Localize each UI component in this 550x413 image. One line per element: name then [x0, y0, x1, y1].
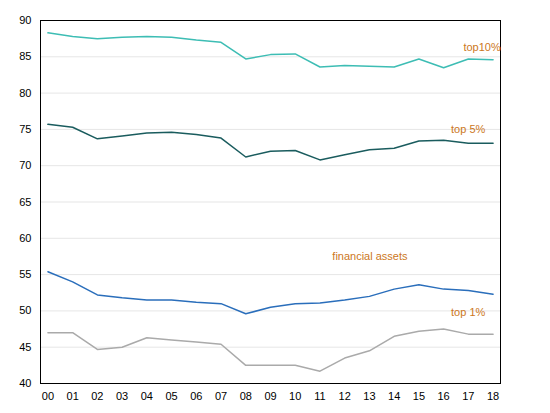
svg-text:02: 02 — [91, 390, 103, 402]
svg-text:financial assets: financial assets — [332, 250, 408, 262]
svg-text:40: 40 — [19, 377, 31, 389]
svg-text:09: 09 — [264, 390, 276, 402]
svg-text:top 1%: top 1% — [451, 306, 485, 318]
svg-text:45: 45 — [19, 341, 31, 353]
svg-text:01: 01 — [67, 390, 79, 402]
svg-text:15: 15 — [413, 390, 425, 402]
svg-text:90: 90 — [19, 14, 31, 26]
svg-text:60: 60 — [19, 232, 31, 244]
svg-text:12: 12 — [339, 390, 351, 402]
svg-text:85: 85 — [19, 50, 31, 62]
svg-text:top10%: top10% — [463, 41, 501, 53]
svg-text:18: 18 — [487, 390, 499, 402]
svg-text:04: 04 — [141, 390, 153, 402]
svg-text:03: 03 — [116, 390, 128, 402]
svg-text:07: 07 — [215, 390, 227, 402]
svg-text:top 5%: top 5% — [451, 123, 485, 135]
svg-text:70: 70 — [19, 159, 31, 171]
svg-text:14: 14 — [388, 390, 400, 402]
svg-text:50: 50 — [19, 304, 31, 316]
svg-text:10: 10 — [289, 390, 301, 402]
svg-text:65: 65 — [19, 196, 31, 208]
svg-text:08: 08 — [240, 390, 252, 402]
svg-text:17: 17 — [462, 390, 474, 402]
svg-text:75: 75 — [19, 123, 31, 135]
svg-text:80: 80 — [19, 87, 31, 99]
svg-text:55: 55 — [19, 268, 31, 280]
svg-text:05: 05 — [165, 390, 177, 402]
svg-text:06: 06 — [190, 390, 202, 402]
svg-text:13: 13 — [363, 390, 375, 402]
svg-text:00: 00 — [42, 390, 54, 402]
svg-text:11: 11 — [314, 390, 325, 402]
svg-text:16: 16 — [437, 390, 449, 402]
